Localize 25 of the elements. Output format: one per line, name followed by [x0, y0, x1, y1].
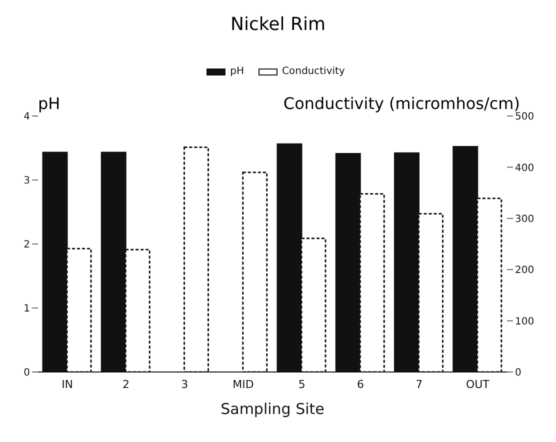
chart-title: Nickel Rim [230, 14, 326, 37]
x-tick-label: 5 [298, 378, 306, 391]
y2-tick-label: 300 [515, 214, 534, 225]
y2-tick-label: 0 [515, 368, 522, 379]
y2-tick-label: 100 [515, 316, 534, 328]
x-axis-title: Sampling Site [220, 400, 324, 418]
y-tick-label: 0 [24, 368, 30, 379]
legend-label: Conductivity [282, 66, 345, 77]
y2-axis-title: Conductivity (micromhos/cm) [283, 94, 520, 113]
x-tick-label: 6 [356, 378, 364, 391]
y2-tick-label: 500 [515, 112, 534, 123]
x-tick-label: OUT [466, 378, 490, 391]
y-tick-label: 3 [24, 176, 30, 187]
x-tick-label: IN [62, 378, 74, 391]
x-tick-label: 7 [416, 378, 423, 391]
y-tick-label: 4 [24, 112, 30, 123]
y-tick-label: 2 [24, 240, 30, 251]
x-tick-label: MID [232, 378, 254, 391]
y2-tick-label: 200 [515, 265, 534, 276]
y-tick-label: 1 [24, 304, 30, 315]
x-tick-label: 2 [122, 378, 130, 391]
y-axis-title: pH [38, 94, 60, 113]
y2-tick-label: 400 [515, 162, 534, 174]
legend-label: pH [230, 66, 244, 77]
x-tick-label: 3 [181, 378, 188, 391]
